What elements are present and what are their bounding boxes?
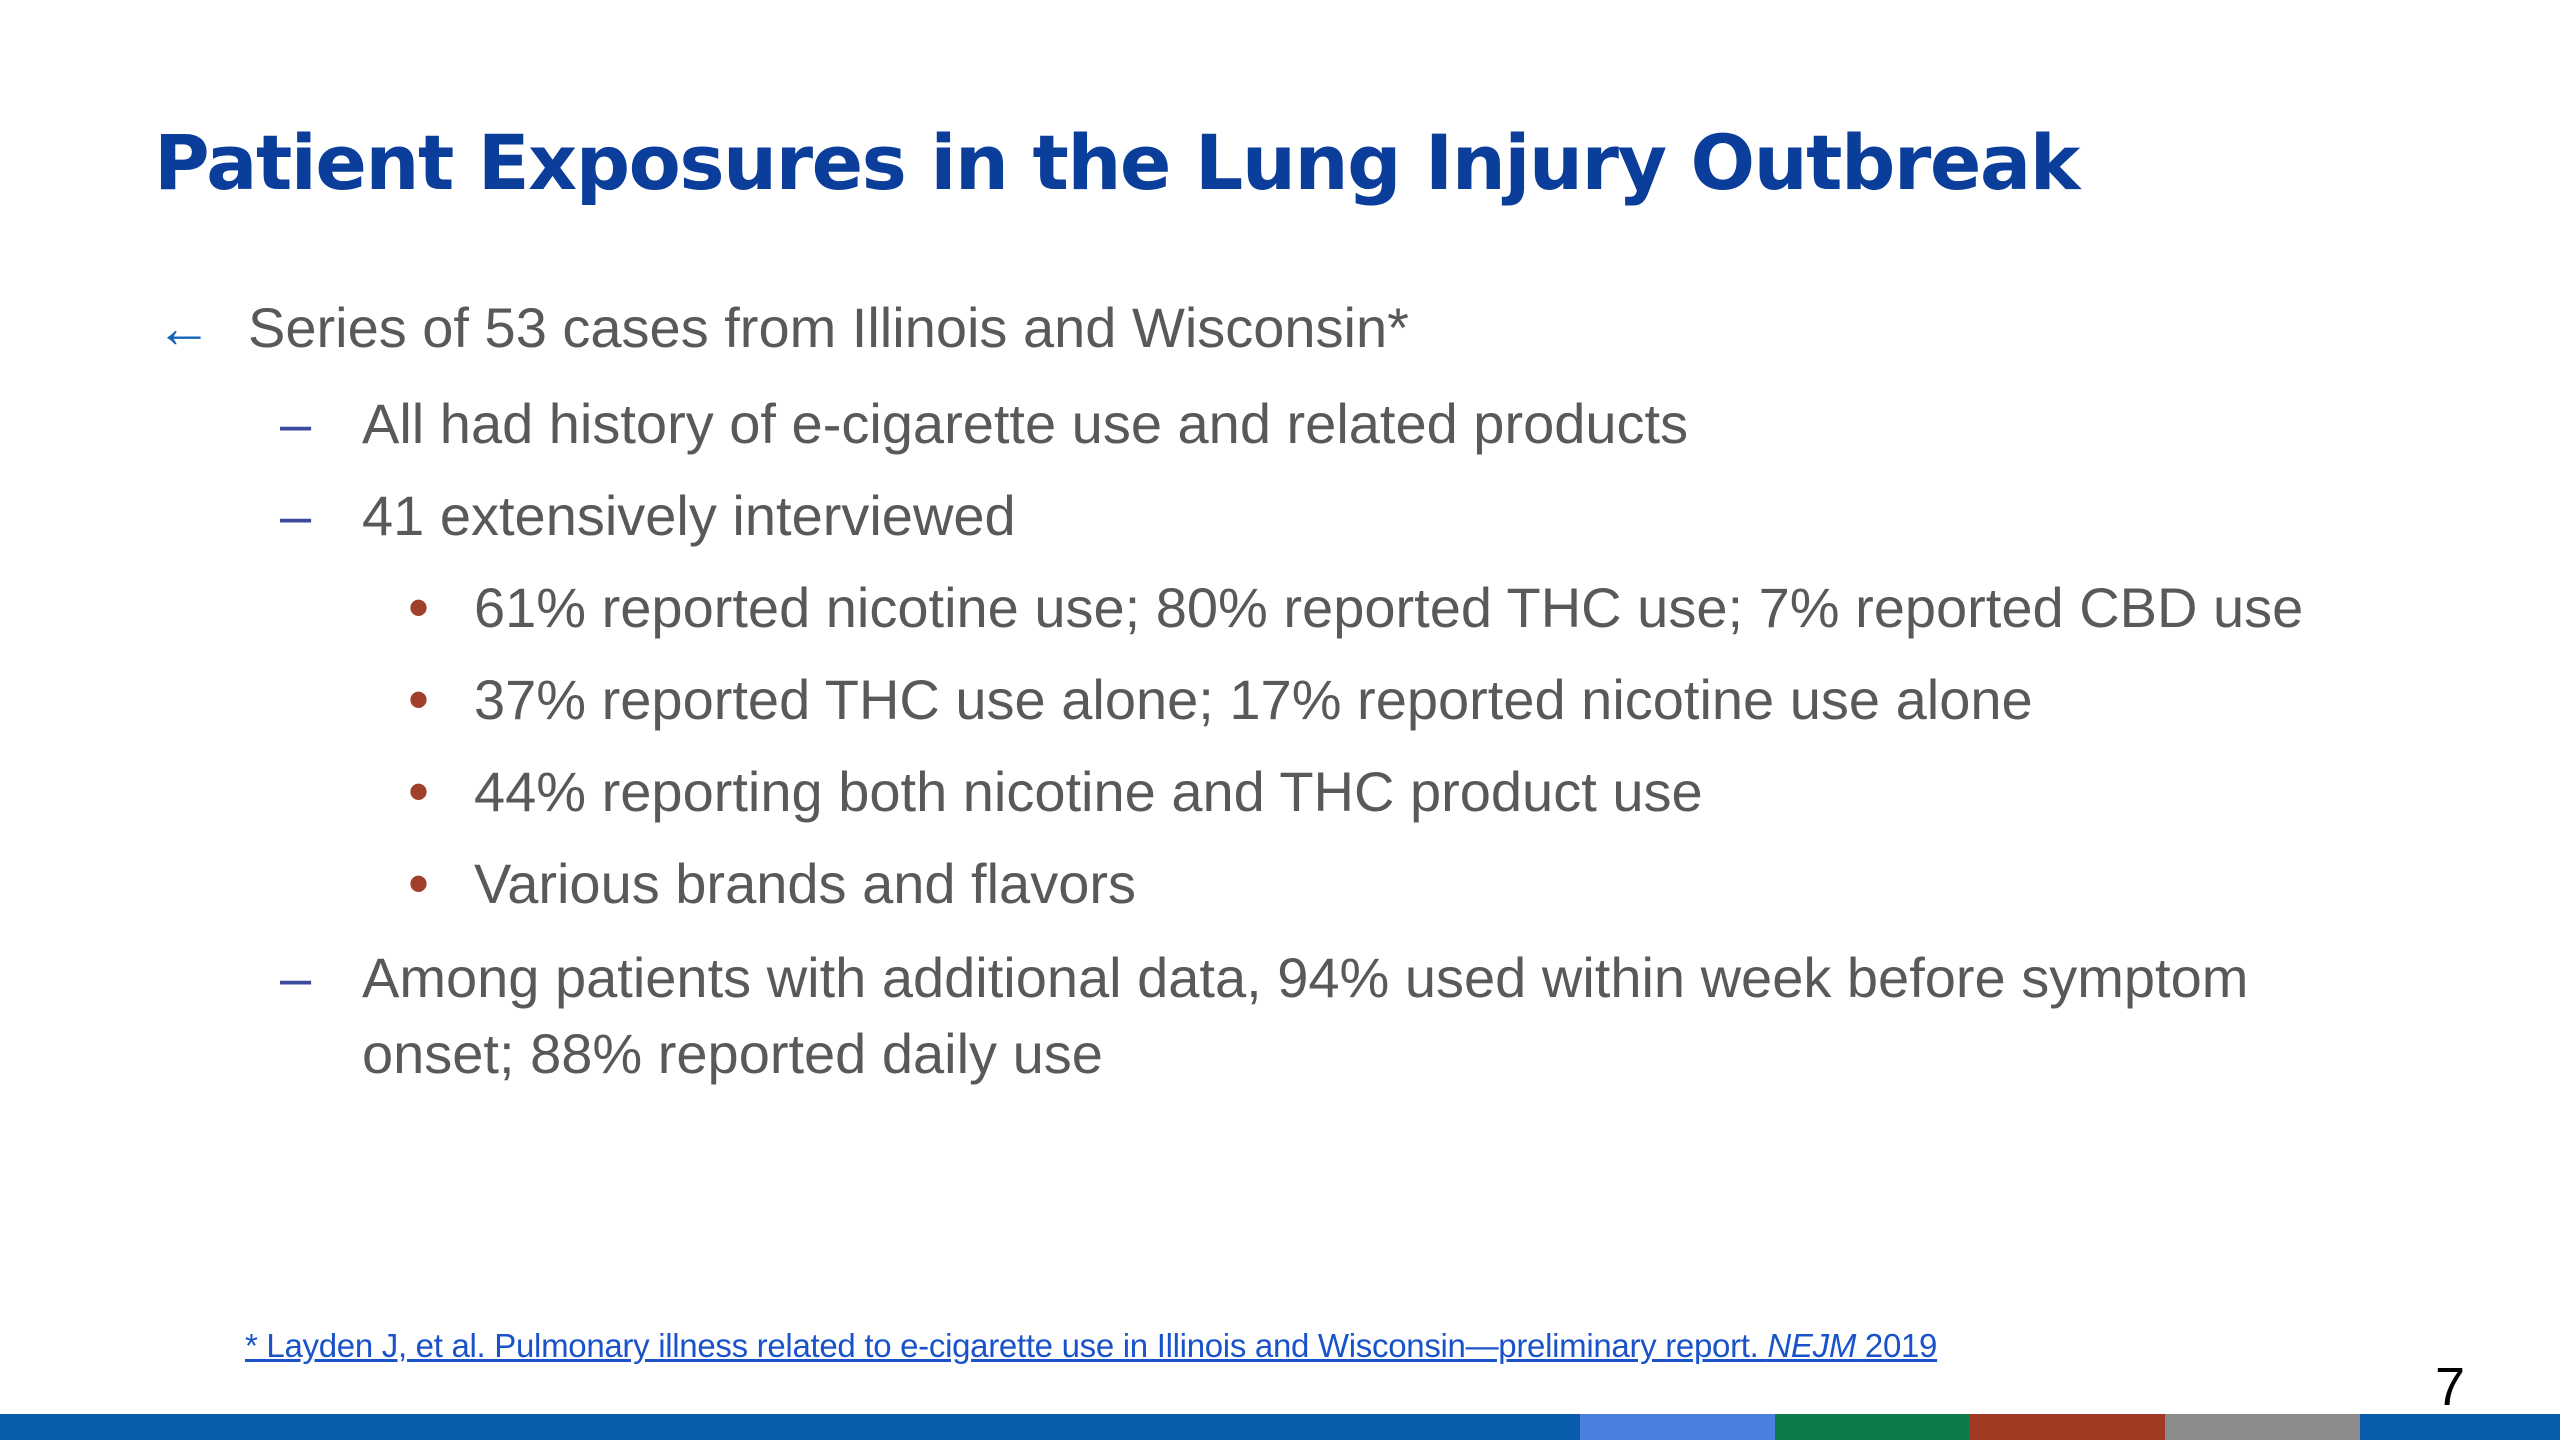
bullet-item-text: 44% reporting both nicotine and THC prod…: [474, 760, 1703, 823]
footnote-citation: * Layden J, et al. Pulmonary illness rel…: [245, 1327, 1768, 1364]
bullet-level1-text: Series of 53 cases from Illinois and Wis…: [248, 296, 1409, 359]
bar-segment-gray: [2165, 1414, 2360, 1440]
bullet-item-text: 61% reported nicotine use; 80% reported …: [474, 576, 2304, 639]
bar-segment-blue: [0, 1414, 1580, 1440]
bar-segment-light-blue: [1580, 1414, 1775, 1440]
dash-bullet-icon: –: [280, 946, 312, 1009]
bar-segment-end-blue: [2360, 1414, 2560, 1440]
bar-segment-red: [1970, 1414, 2165, 1440]
page-number: 7: [2435, 1357, 2466, 1417]
dash-bullet-icon: –: [280, 392, 312, 455]
footnote-link[interactable]: * Layden J, et al. Pulmonary illness rel…: [245, 1322, 1937, 1370]
bullet-sub3-line1: Among patients with additional data, 94%…: [362, 946, 2249, 1009]
bullet-sub3-line2: onset; 88% reported daily use: [362, 1022, 1103, 1085]
footnote-journal: NEJM: [1767, 1327, 1857, 1364]
bullet-sub1-text: All had history of e-cigarette use and r…: [362, 392, 1689, 455]
dot-bullet-icon: •: [408, 666, 430, 733]
bullet-sub2-text: 41 extensively interviewed: [362, 484, 1016, 547]
slide-title: Patient Exposures in the Lung Injury Out…: [154, 118, 2080, 207]
bottom-color-bar: [0, 1414, 2560, 1440]
footnote-year: 2019: [1856, 1327, 1938, 1364]
dot-bullet-icon: •: [408, 850, 430, 917]
bullet-item-text: 37% reported THC use alone; 17% reported…: [474, 668, 2033, 731]
bar-segment-green: [1775, 1414, 1970, 1440]
dot-bullet-icon: •: [408, 574, 430, 641]
arrow-left-icon: ←: [156, 296, 212, 359]
dot-bullet-icon: •: [408, 758, 430, 825]
dash-bullet-icon: –: [280, 484, 312, 547]
bullet-item-text: Various brands and flavors: [474, 852, 1136, 915]
bullet-list: ← Series of 53 cases from Illinois and W…: [156, 296, 2304, 1085]
